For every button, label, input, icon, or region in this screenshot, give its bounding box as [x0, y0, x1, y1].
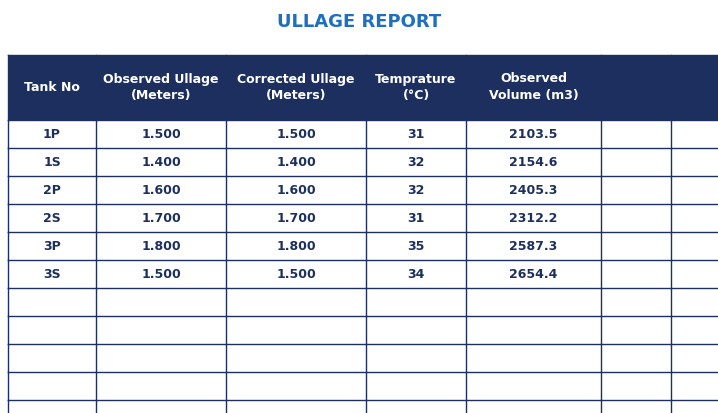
Text: 1.600: 1.600	[276, 183, 316, 197]
Text: 3S: 3S	[43, 268, 61, 280]
Bar	[8, 204, 718, 232]
Text: 1.400: 1.400	[276, 156, 316, 169]
Text: 2405.3: 2405.3	[509, 183, 558, 197]
Text: 31: 31	[407, 211, 424, 225]
Bar	[8, 400, 718, 413]
Text: 1.500: 1.500	[276, 268, 316, 280]
Text: 34: 34	[407, 268, 424, 280]
Text: Observed Ullage
(Meters): Observed Ullage (Meters)	[103, 73, 219, 102]
Text: 35: 35	[407, 240, 424, 252]
Text: 1.500: 1.500	[276, 128, 316, 140]
Text: Temprature
(°C): Temprature (°C)	[376, 73, 457, 102]
Text: 2P: 2P	[43, 183, 61, 197]
Text: 1.700: 1.700	[276, 211, 316, 225]
Text: 1.700: 1.700	[141, 211, 181, 225]
Text: 31: 31	[407, 128, 424, 140]
Text: 2154.6: 2154.6	[509, 156, 558, 169]
Bar	[8, 344, 718, 372]
Text: 1P: 1P	[43, 128, 61, 140]
Text: ULLAGE REPORT: ULLAGE REPORT	[277, 13, 441, 31]
Text: 1.600: 1.600	[141, 183, 181, 197]
Bar	[8, 148, 718, 176]
Bar	[8, 260, 718, 288]
Text: 1.800: 1.800	[276, 240, 316, 252]
Bar	[8, 372, 718, 400]
Text: 2654.4: 2654.4	[509, 268, 558, 280]
Text: Observed
Volume (m3): Observed Volume (m3)	[489, 73, 579, 102]
Bar	[8, 176, 718, 204]
Bar	[8, 120, 718, 148]
Bar	[8, 316, 718, 344]
Text: 1S: 1S	[43, 156, 61, 169]
Text: Tank No: Tank No	[24, 81, 80, 94]
Text: 1.400: 1.400	[141, 156, 181, 169]
Bar	[8, 232, 718, 260]
Text: 2587.3: 2587.3	[509, 240, 558, 252]
Text: 2103.5: 2103.5	[509, 128, 558, 140]
Text: 32: 32	[407, 183, 424, 197]
Text: Corrected Ullage
(Meters): Corrected Ullage (Meters)	[237, 73, 355, 102]
Text: 32: 32	[407, 156, 424, 169]
Text: 3P: 3P	[43, 240, 61, 252]
Text: 1.500: 1.500	[141, 128, 181, 140]
Bar	[8, 55, 718, 120]
Text: 1.800: 1.800	[141, 240, 181, 252]
Text: 1.500: 1.500	[141, 268, 181, 280]
Text: 2S: 2S	[43, 211, 61, 225]
Text: 2312.2: 2312.2	[509, 211, 558, 225]
Bar	[8, 288, 718, 316]
